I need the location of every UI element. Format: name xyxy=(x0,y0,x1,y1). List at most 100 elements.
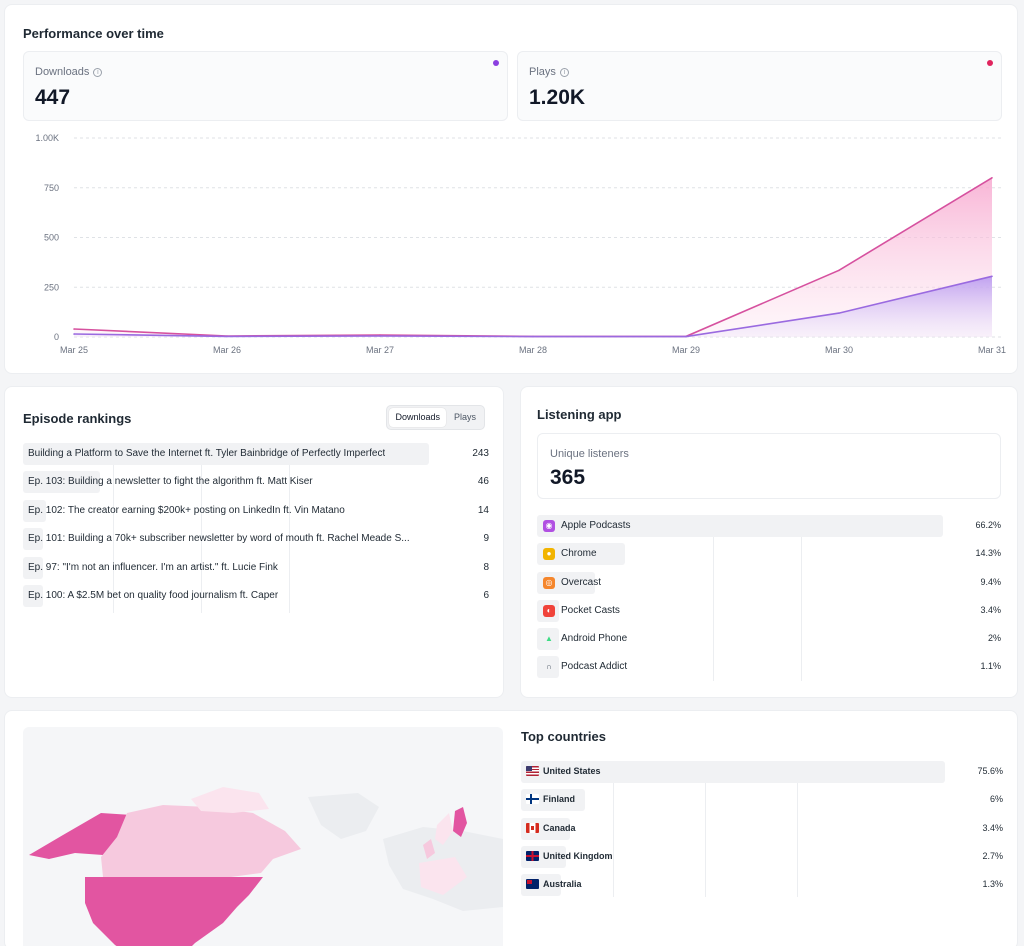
plays-value: 1.20K xyxy=(529,86,586,109)
grid-line xyxy=(705,761,706,897)
grid-line xyxy=(113,443,114,614)
app-share-bar xyxy=(537,515,943,537)
us-flag xyxy=(526,766,539,776)
grid-line xyxy=(201,443,202,614)
country-row[interactable]: Canada 3.4% xyxy=(521,817,1003,840)
listening-app-card: Listening app Unique listeners 365 ◉ Appl… xyxy=(520,386,1018,698)
downloads-value: 447 xyxy=(35,86,71,109)
app-row[interactable]: ● Chrome 14.3% xyxy=(537,543,1001,566)
downloads-area xyxy=(74,276,992,337)
downloads-point[interactable] xyxy=(685,335,687,338)
toggle-plays[interactable]: Plays xyxy=(453,412,476,422)
canada-islands-region xyxy=(191,787,269,813)
episode-row[interactable]: Building a Platform to Save the Internet… xyxy=(23,443,489,465)
unique-listeners-label: Unique listeners xyxy=(550,448,629,460)
country-percentage: 1.3% xyxy=(982,879,1003,890)
episode-count: 14 xyxy=(477,504,489,516)
usa-region xyxy=(85,877,263,946)
world-map[interactable] xyxy=(23,727,503,946)
downloads-point[interactable] xyxy=(226,335,228,338)
y-tick-label: 750 xyxy=(44,183,59,193)
app-share-bar xyxy=(537,628,559,651)
app-row[interactable]: ◐ Pocket Casts 3.4% xyxy=(537,599,1001,622)
episode-row[interactable]: Ep. 102: The creator earning $200k+ post… xyxy=(23,499,489,522)
grid-line xyxy=(797,761,798,897)
podcasts-icon: ◉ xyxy=(543,520,555,532)
episode-rankings-title: Episode rankings xyxy=(23,411,132,426)
x-tick-label: Mar 30 xyxy=(825,345,853,355)
episode-row[interactable]: Ep. 101: Building a 70k+ subscriber news… xyxy=(23,528,489,551)
app-row[interactable]: ◉ Apple Podcasts 66.2% xyxy=(537,515,1001,537)
episode-row[interactable]: Ep. 100: A $2.5M bet on quality food jou… xyxy=(23,584,489,607)
country-row[interactable]: Australia 1.3% xyxy=(521,874,1003,897)
x-tick-label: Mar 27 xyxy=(366,345,394,355)
plays-label: Plays xyxy=(529,66,556,78)
info-icon[interactable]: i xyxy=(93,67,103,77)
country-row[interactable]: Finland 6% xyxy=(521,789,1003,812)
geography-card: Top countries United States 75.6% Finland 6… xyxy=(4,710,1018,946)
episode-title: Ep. 100: A $2.5M bet on quality food jou… xyxy=(28,589,279,601)
greenland-region xyxy=(308,793,379,839)
app-percentage: 9.4% xyxy=(980,576,1001,587)
episode-title: Ep. 103: Building a newsletter to fight … xyxy=(28,476,313,488)
episode-count: 243 xyxy=(472,448,489,459)
unique-listeners-stat: Unique listeners 365 xyxy=(537,433,1001,499)
plays-stat[interactable]: Plays i 1.20K xyxy=(517,51,1002,121)
episode-title: Ep. 102: The creator earning $200k+ post… xyxy=(28,504,345,516)
country-row[interactable]: United States 75.6% xyxy=(521,761,1003,783)
downloads-point[interactable] xyxy=(991,275,993,278)
app-row[interactable]: ▲ Android Phone 2% xyxy=(537,628,1001,651)
episode-row[interactable]: Ep. 97: "I'm not an influencer. I'm an a… xyxy=(23,556,489,579)
top-countries-title: Top countries xyxy=(521,729,606,744)
app-share-bar xyxy=(537,656,559,679)
downloads-point[interactable] xyxy=(379,335,381,337)
app-percentage: 1.1% xyxy=(980,661,1001,672)
app-list: ◉ Apple Podcasts 66.2% ● Chrome 14.3% ◎ Overcas… xyxy=(537,515,1001,685)
app-row[interactable]: ∩ Podcast Addict 1.1% xyxy=(537,656,1001,679)
country-share-bar xyxy=(521,761,945,783)
episode-rankings-card: Episode rankings Downloads Plays Buildin… xyxy=(4,386,504,698)
app-name: Android Phone xyxy=(561,633,628,645)
performance-title: Performance over time xyxy=(23,26,164,41)
downloads-point[interactable] xyxy=(73,333,75,335)
plays-point[interactable] xyxy=(73,328,75,330)
country-name: Canada xyxy=(543,822,576,833)
performance-card: Performance over time Downloads i 447 Pl… xyxy=(4,4,1018,374)
overcast-icon: ◎ xyxy=(543,576,555,589)
finland-region xyxy=(453,807,467,837)
scandinavia-region xyxy=(435,813,453,845)
app-name: Pocket Casts xyxy=(561,604,620,616)
country-list: United States 75.6% Finland 6% Canada 3.4% Uni… xyxy=(521,761,1003,902)
app-row[interactable]: ◎ Overcast 9.4% xyxy=(537,571,1001,594)
episode-count: 46 xyxy=(477,476,489,488)
episode-count: 8 xyxy=(483,561,489,573)
country-name: Australia xyxy=(543,879,582,890)
app-name: Overcast xyxy=(561,576,602,588)
episode-row[interactable]: Ep. 103: Building a newsletter to fight … xyxy=(23,471,489,494)
downloads-point[interactable] xyxy=(838,312,840,314)
plays-point[interactable] xyxy=(838,269,840,272)
app-percentage: 14.3% xyxy=(975,548,1001,559)
episode-bar xyxy=(23,471,100,494)
info-icon[interactable]: i xyxy=(559,67,569,77)
metric-toggle[interactable]: Downloads Plays xyxy=(386,405,485,430)
country-percentage: 75.6% xyxy=(977,766,1003,776)
downloads-point[interactable] xyxy=(532,335,534,338)
app-name: Podcast Addict xyxy=(561,661,628,673)
fi-flag xyxy=(526,794,539,805)
y-tick-label: 1.00K xyxy=(35,133,59,143)
country-name: United Kingdom xyxy=(543,850,613,861)
pocket-casts-icon: ◐ xyxy=(543,604,555,617)
plays-point[interactable] xyxy=(991,177,993,179)
app-share-bar xyxy=(537,543,625,566)
uk-flag xyxy=(526,850,539,861)
country-row[interactable]: United Kingdom 2.7% xyxy=(521,845,1003,868)
episode-title: Ep. 101: Building a 70k+ subscriber news… xyxy=(28,533,410,545)
grid-line xyxy=(613,761,614,897)
toggle-downloads[interactable]: Downloads xyxy=(389,408,446,427)
x-tick-label: Mar 25 xyxy=(60,345,88,355)
europe-faint-region xyxy=(419,857,467,895)
downloads-stat[interactable]: Downloads i 447 xyxy=(23,51,508,121)
x-tick-label: Mar 29 xyxy=(672,345,700,355)
